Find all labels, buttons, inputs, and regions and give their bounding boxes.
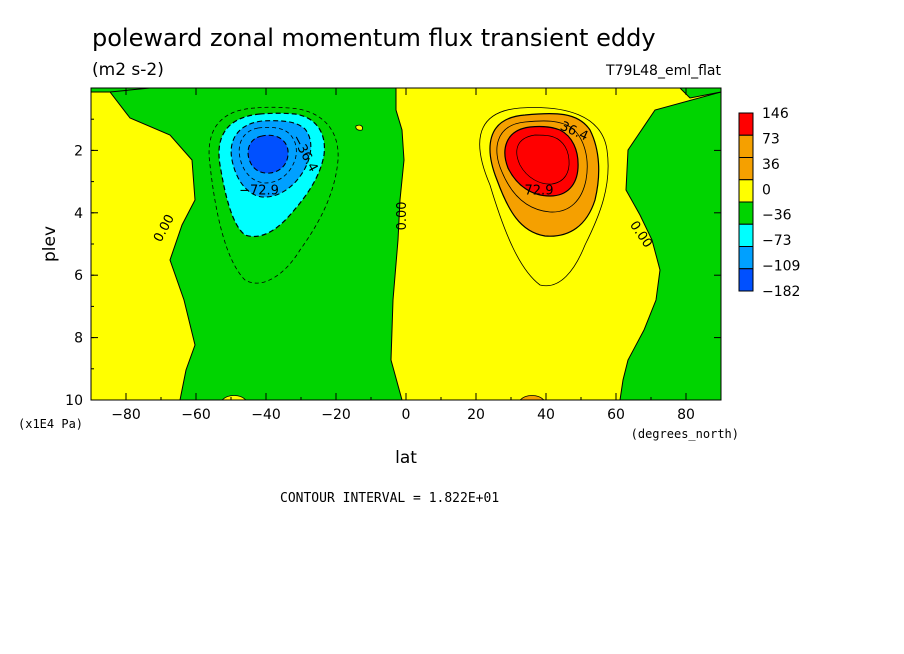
- plot-area: [91, 88, 721, 400]
- x-tick-label: 80: [677, 407, 695, 423]
- contour-label: 72.9: [525, 183, 554, 198]
- x-tick-label: −60: [181, 407, 211, 423]
- x-tick-label: −20: [321, 407, 351, 423]
- y-axis-label: plev: [40, 226, 60, 262]
- y-tick-label: 6: [74, 268, 83, 284]
- x-tick-label: 40: [537, 407, 555, 423]
- north-top-negative: [679, 88, 721, 99]
- colorbar-label: −73: [762, 233, 792, 249]
- colorbar-label: 0: [762, 182, 771, 198]
- colorbar: 146 73 36 0 −36 −73 −109 −182: [738, 106, 800, 300]
- colorbar-swatch: [738, 246, 754, 270]
- colorbar-swatch: [738, 157, 754, 181]
- y-tick-label: 10: [65, 393, 83, 409]
- colorbar-swatch: [738, 179, 754, 203]
- x-axis-label: lat: [395, 448, 417, 468]
- colorbar-label: −182: [762, 284, 800, 300]
- run-label: T79L48_eml_flat: [605, 63, 722, 79]
- colorbar-swatch: [738, 112, 754, 136]
- x-tick-label: 60: [607, 407, 625, 423]
- colorbar-swatch: [738, 134, 754, 158]
- y-tick-label: 8: [74, 331, 83, 347]
- x-tick-label: −80: [111, 407, 141, 423]
- x-axis: −80 −60 −40 −20 0 20 40 60 80: [90, 88, 722, 423]
- x-units-label: (degrees_north): [631, 427, 739, 441]
- small-blob: [355, 124, 363, 131]
- southern-positive-region: [91, 91, 196, 400]
- chart-title: poleward zonal momentum flux transient e…: [92, 24, 656, 52]
- colorbar-label: 146: [762, 106, 789, 122]
- x-tick-label: 0: [402, 407, 411, 423]
- y-units-label: (x1E4 Pa): [18, 417, 83, 431]
- colorbar-label: −36: [762, 208, 792, 224]
- contour-label: −72.9: [239, 183, 279, 198]
- colorbar-label: −109: [762, 259, 800, 275]
- colorbar-swatch: [738, 268, 754, 292]
- level-red: [504, 125, 579, 197]
- contour-interval-note: CONTOUR INTERVAL = 1.822E+01: [280, 491, 499, 506]
- positive-region: [390, 88, 721, 400]
- y-tick-label: 2: [74, 143, 83, 159]
- contour-south-91: [238, 127, 297, 184]
- colorbar-swatch: [738, 223, 754, 247]
- x-tick-label: 20: [467, 407, 485, 423]
- y-axis: 2 4 6 8 10: [65, 118, 721, 409]
- colorbar-swatch: [738, 201, 754, 225]
- contour-label: 0.00: [395, 201, 410, 230]
- y-tick-label: 4: [74, 206, 83, 222]
- contour-north-18: [479, 107, 609, 287]
- colorbar-label: 36: [762, 157, 780, 173]
- contour-north-91: [516, 134, 570, 185]
- x-tick-label: −40: [251, 407, 281, 423]
- level-blue: [247, 134, 289, 174]
- units-label: (m2 s-2): [92, 60, 164, 80]
- corner-negative: [91, 88, 151, 93]
- contour-south-18: [208, 106, 339, 284]
- colorbar-label: 73: [762, 131, 780, 147]
- contour-north-55: [496, 120, 588, 213]
